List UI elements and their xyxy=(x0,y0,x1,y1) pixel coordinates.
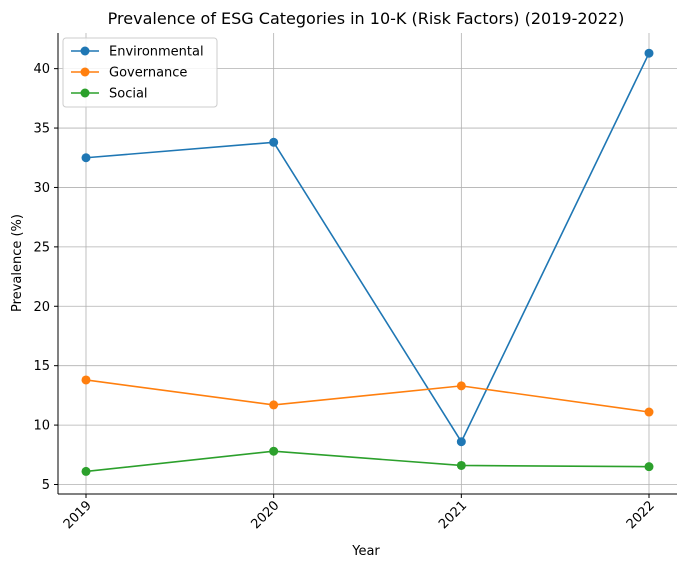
data-point-environmental xyxy=(456,437,466,447)
y-tick-label: 35 xyxy=(33,122,50,137)
data-point-governance xyxy=(644,407,654,417)
x-tick-label: 2020 xyxy=(248,498,282,532)
legend-box xyxy=(62,37,218,108)
data-point-governance xyxy=(81,375,91,385)
y-tick-label: 10 xyxy=(33,419,50,434)
legend-swatch-marker-governance xyxy=(80,67,90,77)
y-tick-label: 30 xyxy=(33,181,50,196)
y-tick-label: 40 xyxy=(33,62,50,77)
legend-label-social: Social xyxy=(109,87,148,102)
series-line-governance xyxy=(85,379,650,413)
y-tick-label: 5 xyxy=(42,478,50,493)
y-tick-label: 25 xyxy=(33,240,50,255)
x-axis-label: Year xyxy=(351,544,380,559)
data-point-environmental xyxy=(644,48,654,58)
legend-label-environmental: Environmental xyxy=(109,45,204,60)
x-tick-label: 2019 xyxy=(61,498,95,532)
series-line-environmental xyxy=(85,52,650,444)
chart-title: Prevalence of ESG Categories in 10-K (Ri… xyxy=(108,9,625,28)
data-point-environmental xyxy=(269,137,279,147)
series-line-social xyxy=(85,450,650,473)
legend-swatch-marker-environmental xyxy=(80,46,90,56)
legend: Environmental Governance Social xyxy=(62,37,218,108)
legend-swatch-marker-social xyxy=(80,88,90,98)
data-point-governance xyxy=(456,381,466,391)
y-axis-label: Prevalence (%) xyxy=(10,214,25,312)
x-tick-label: 2022 xyxy=(624,498,658,532)
legend-label-governance: Governance xyxy=(109,66,187,81)
data-point-environmental xyxy=(81,153,91,163)
x-tick-label: 2021 xyxy=(436,498,470,532)
series xyxy=(81,48,654,476)
data-point-governance xyxy=(269,400,279,410)
data-point-social xyxy=(644,462,654,472)
y-tick-label: 20 xyxy=(33,300,50,315)
data-point-social xyxy=(81,466,91,476)
data-point-social xyxy=(269,446,279,456)
data-point-social xyxy=(456,460,466,470)
y-tick-label: 15 xyxy=(33,359,50,374)
